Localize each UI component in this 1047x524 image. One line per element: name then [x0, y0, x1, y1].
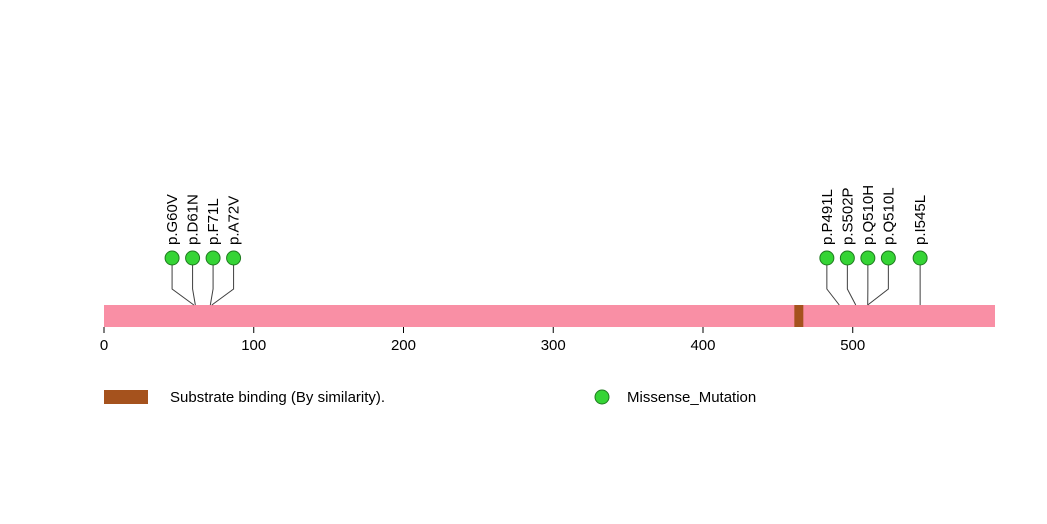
- mutation-stem: [209, 265, 214, 306]
- mutation-marker: [185, 250, 201, 266]
- domain-region: [794, 305, 804, 327]
- axis-tick-label: 100: [241, 337, 266, 354]
- mutation-label: p.I545L: [912, 195, 929, 245]
- axis-tick-label: 200: [391, 337, 416, 354]
- legend-mutation-swatch: [594, 389, 610, 405]
- axis-tick-label: 0: [100, 337, 108, 354]
- mutation-stem: [846, 265, 857, 306]
- mutation-stem: [171, 265, 195, 306]
- mutation-marker: [164, 250, 180, 266]
- mutation-label: p.S502P: [839, 187, 856, 245]
- mutation-marker: [912, 250, 928, 266]
- mutation-label: p.D61N: [185, 194, 202, 245]
- legend-domain-swatch: [104, 390, 148, 404]
- protein-bar: [104, 305, 995, 327]
- legend-mutation-label: Missense_Mutation: [627, 389, 756, 406]
- mutation-marker: [839, 250, 855, 266]
- mutation-stem: [192, 265, 196, 306]
- legend-domain-label: Substrate binding (By similarity).: [170, 389, 385, 406]
- mutation-marker: [860, 250, 876, 266]
- axis-tick-label: 500: [840, 337, 865, 354]
- mutation-marker: [205, 250, 221, 266]
- mutation-label: p.Q510L: [880, 187, 897, 245]
- mutation-marker: [880, 250, 896, 266]
- mutation-marker: [819, 250, 835, 266]
- axis-tick-label: 400: [690, 337, 715, 354]
- axis-tick-label: 300: [541, 337, 566, 354]
- mutation-stem: [867, 265, 889, 306]
- mutation-label: p.P491L: [819, 189, 836, 245]
- mutation-label: p.Q510H: [860, 185, 877, 245]
- mutation-label: p.G60V: [164, 194, 181, 245]
- mutation-label: p.A72V: [226, 196, 243, 245]
- mutation-marker: [226, 250, 242, 266]
- mutation-stem: [211, 265, 235, 306]
- mutation-label: p.F71L: [205, 198, 222, 245]
- mutation-stem: [826, 265, 840, 306]
